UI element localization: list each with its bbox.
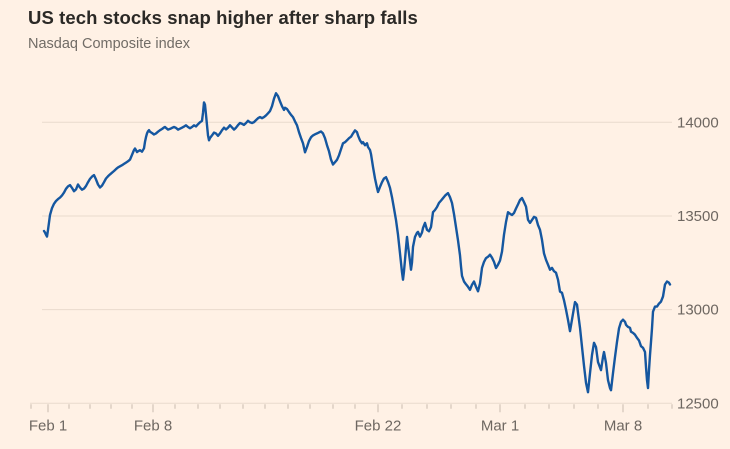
x-axis-label-Feb-22: Feb 22 [355, 417, 402, 434]
x-axis-label-Feb-1: Feb 1 [29, 417, 67, 434]
y-axis-label-14000: 14000 [677, 114, 719, 131]
y-axis-label-13500: 13500 [677, 208, 719, 225]
nasdaq-price-line [42, 92, 672, 394]
y-axis-label-13000: 13000 [677, 302, 719, 319]
chart-subtitle: Nasdaq Composite index [28, 36, 191, 52]
x-axis-label-Feb-8: Feb 8 [134, 417, 172, 434]
x-axis-label-Mar-8: Mar 8 [604, 417, 642, 434]
chart-title: US tech stocks snap higher after sharp f… [28, 7, 418, 28]
x-axis-label-Mar-1: Mar 1 [481, 417, 519, 434]
y-axis-label-12500: 12500 [677, 395, 719, 412]
